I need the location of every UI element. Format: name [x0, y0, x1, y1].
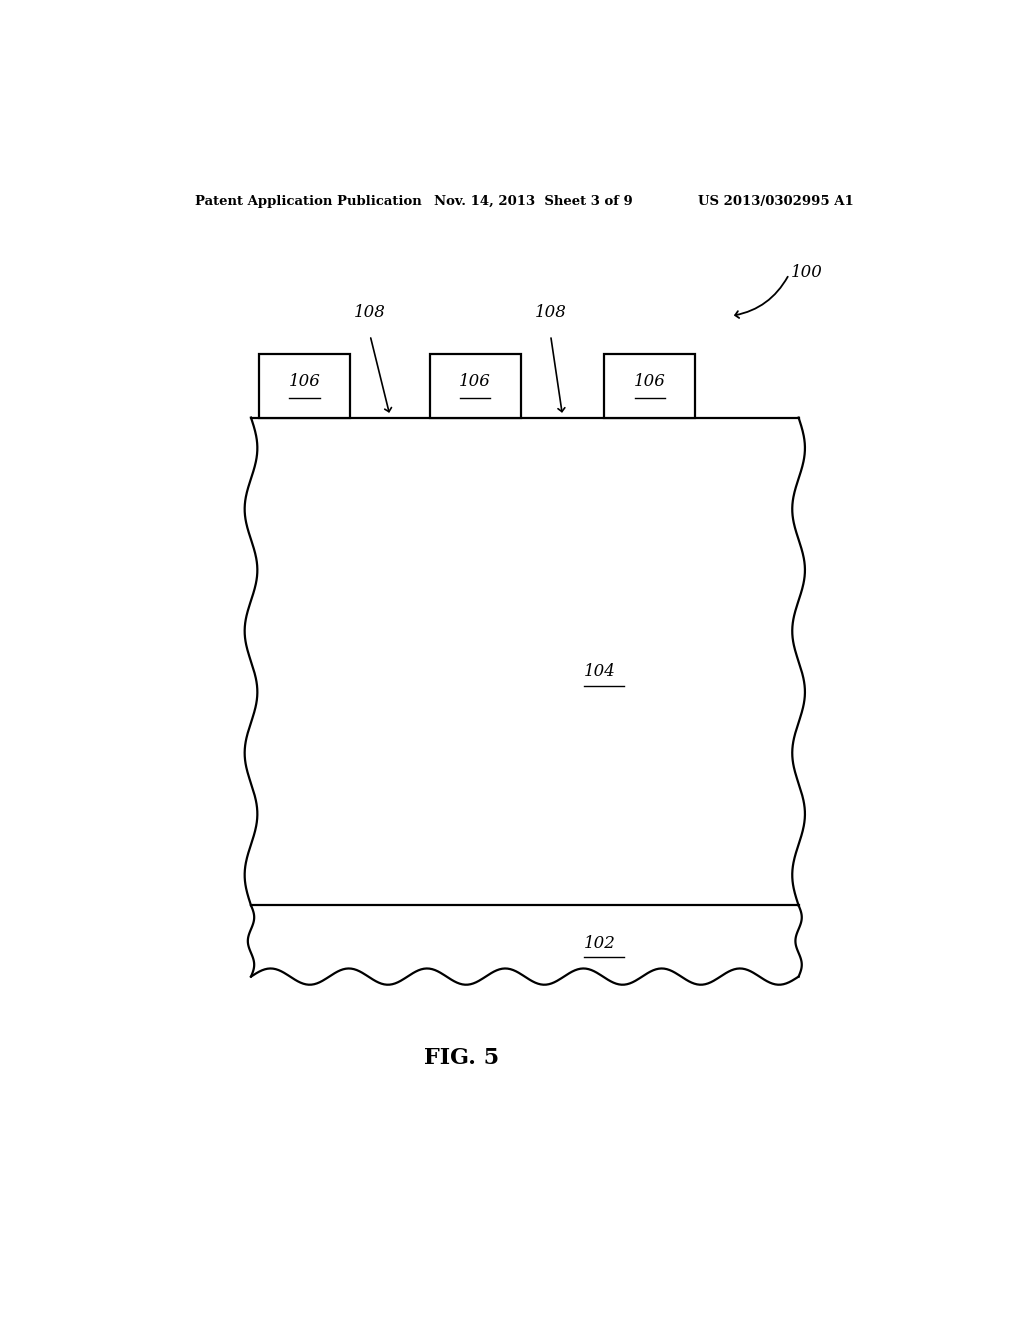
- Text: 108: 108: [354, 305, 386, 321]
- Text: US 2013/0302995 A1: US 2013/0302995 A1: [698, 194, 854, 207]
- Text: 106: 106: [634, 374, 666, 389]
- Text: Nov. 14, 2013  Sheet 3 of 9: Nov. 14, 2013 Sheet 3 of 9: [433, 194, 632, 207]
- Text: FIG. 5: FIG. 5: [424, 1047, 499, 1069]
- Text: 104: 104: [585, 663, 616, 680]
- Bar: [604, 354, 695, 417]
- Text: 108: 108: [535, 305, 566, 321]
- Text: 106: 106: [459, 374, 492, 389]
- Text: 106: 106: [289, 374, 321, 389]
- Bar: [430, 354, 521, 417]
- Text: 100: 100: [791, 264, 822, 281]
- Bar: [259, 354, 350, 417]
- Text: 102: 102: [585, 935, 616, 952]
- Text: Patent Application Publication: Patent Application Publication: [196, 194, 422, 207]
